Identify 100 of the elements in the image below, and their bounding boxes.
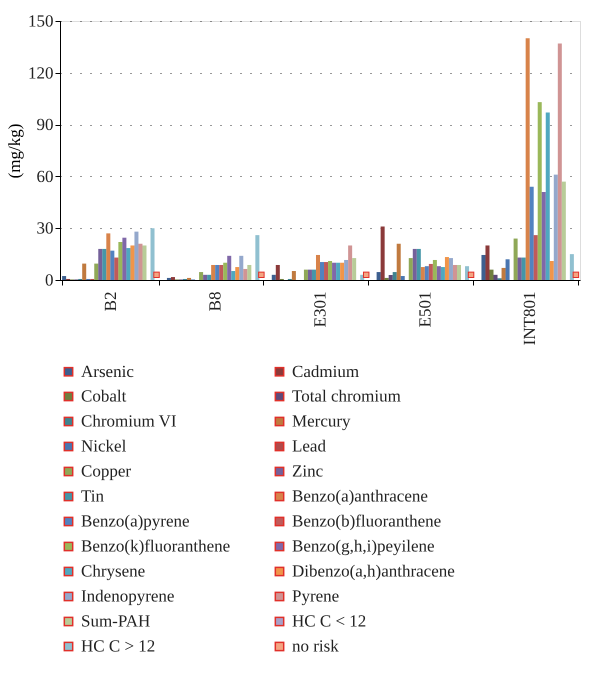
bar xyxy=(106,233,110,280)
bar xyxy=(102,248,106,280)
bar xyxy=(223,262,228,280)
bar xyxy=(203,274,208,280)
bar xyxy=(150,228,155,280)
bar xyxy=(62,276,66,280)
legend-label: Total chromium xyxy=(292,386,401,406)
bar xyxy=(352,258,356,280)
bar xyxy=(542,192,546,280)
bar xyxy=(211,264,216,280)
bar xyxy=(436,266,441,280)
bar xyxy=(424,266,429,280)
bar xyxy=(538,102,542,280)
bar xyxy=(243,268,248,280)
bar xyxy=(312,270,316,280)
legend-label: Copper xyxy=(81,462,132,480)
bar xyxy=(546,112,550,280)
y-tick-label: 150 xyxy=(28,12,54,30)
legend-label: Arsenic xyxy=(81,362,134,381)
bar xyxy=(235,267,240,280)
bar xyxy=(114,258,118,280)
bar xyxy=(502,268,506,280)
legend-label: Lead xyxy=(292,436,326,456)
bar xyxy=(420,267,425,280)
legend-label: Zinc xyxy=(292,462,324,480)
y-axis-title: (mg/kg) xyxy=(5,124,24,178)
bar xyxy=(170,277,175,280)
legend-label: Benzo(a)anthracene xyxy=(292,486,428,506)
y-tick-label: 120 xyxy=(28,63,54,82)
bar xyxy=(239,256,244,280)
bar xyxy=(344,260,348,280)
bar xyxy=(336,262,340,280)
bar xyxy=(481,254,486,280)
bar xyxy=(489,270,494,280)
bar xyxy=(522,258,526,280)
bar xyxy=(122,238,126,280)
legend-label: Tin xyxy=(81,486,105,506)
bar xyxy=(134,232,138,280)
bar xyxy=(452,264,457,280)
bar xyxy=(456,264,462,280)
bar xyxy=(138,244,142,280)
legend-label: Benzo(a)pyrene xyxy=(81,512,190,530)
bar xyxy=(494,274,498,280)
bar xyxy=(94,264,98,280)
bar xyxy=(514,238,518,280)
bar xyxy=(408,258,413,280)
x-tick-label: INT801 xyxy=(520,292,540,346)
bar xyxy=(558,43,562,280)
bar xyxy=(215,264,220,280)
bar xyxy=(550,261,554,280)
bar xyxy=(98,248,102,280)
bar xyxy=(142,245,146,280)
bar xyxy=(506,259,510,280)
bar xyxy=(562,182,566,280)
legend-label: Sum-PAH xyxy=(81,612,150,630)
bar xyxy=(118,242,122,280)
y-tick-label: 60 xyxy=(36,166,54,186)
y-tick-label: 0 xyxy=(45,270,54,290)
x-tick-label: B2 xyxy=(100,292,120,312)
bar xyxy=(231,271,236,280)
bar xyxy=(328,261,332,280)
bar xyxy=(247,264,252,280)
legend-label: Indenopyrene xyxy=(81,586,174,606)
bar xyxy=(485,245,490,280)
legend-label: Chromium VI xyxy=(81,412,177,430)
bar xyxy=(440,267,445,280)
bar xyxy=(82,264,86,280)
bar xyxy=(380,226,385,280)
legend-label: Benzo(b)fluoranthene xyxy=(292,512,442,530)
bar xyxy=(199,272,204,280)
bar xyxy=(130,245,134,280)
bar xyxy=(308,270,312,280)
bar xyxy=(219,264,224,280)
bar xyxy=(276,264,280,280)
bar xyxy=(432,260,437,280)
bar xyxy=(340,262,344,280)
bar xyxy=(110,250,114,280)
bar xyxy=(534,235,538,280)
bar xyxy=(316,254,320,280)
bar xyxy=(320,262,324,280)
legend-label: Cobalt xyxy=(81,386,127,406)
bar xyxy=(227,256,232,280)
bar xyxy=(292,271,296,280)
bar xyxy=(207,274,212,280)
bar xyxy=(570,254,574,280)
y-tick-label: 90 xyxy=(36,115,54,134)
bar xyxy=(388,274,393,280)
bar xyxy=(416,248,421,280)
bar xyxy=(444,257,449,280)
legend-label: no risk xyxy=(292,636,340,656)
x-tick-label: B8 xyxy=(206,292,225,312)
bar xyxy=(526,38,530,280)
bar xyxy=(255,235,260,280)
x-tick-label: E501 xyxy=(415,292,434,328)
legend-label: Pyrene xyxy=(292,586,340,606)
bar xyxy=(448,258,453,280)
legend-label: Chrysene xyxy=(81,562,146,580)
x-tick-label: E301 xyxy=(310,292,330,328)
bar xyxy=(428,264,433,280)
legend-label: Cadmium xyxy=(292,362,360,381)
